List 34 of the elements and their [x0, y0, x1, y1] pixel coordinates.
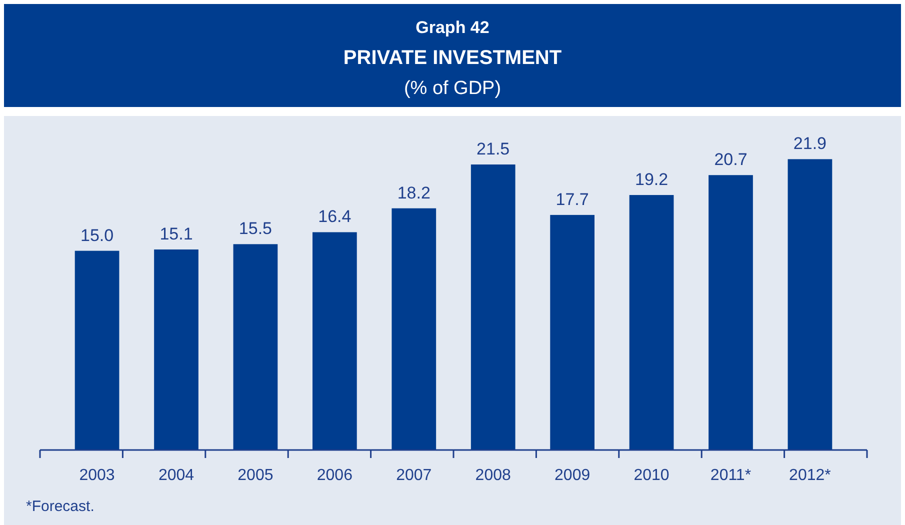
bar — [74, 250, 120, 450]
data-label: 17.7 — [556, 190, 589, 209]
bar — [708, 175, 753, 450]
data-label: 15.1 — [160, 224, 193, 244]
x-tick-label: 2009 — [554, 467, 590, 484]
bar — [392, 208, 436, 450]
x-tick-label: 2004 — [158, 467, 194, 484]
bar — [550, 214, 594, 450]
data-label: 15.5 — [238, 219, 272, 238]
y-axis-title: (% of GDP) — [404, 78, 502, 99]
data-label: 19.2 — [634, 170, 668, 190]
chart-subtitle: PRIVATE INVESTMENT — [343, 47, 562, 69]
data-label: 20.7 — [714, 150, 748, 170]
x-tick-label: 2007 — [396, 467, 432, 484]
data-label: 21.5 — [476, 139, 510, 158]
data-label: 18.2 — [397, 183, 430, 202]
bar — [470, 164, 516, 450]
bar — [312, 232, 357, 450]
bar — [233, 244, 278, 450]
x-tick-label: 2006 — [316, 467, 353, 484]
x-tick-label: 2008 — [475, 467, 512, 484]
bar — [154, 249, 198, 450]
data-label: 15.0 — [80, 226, 114, 245]
chart-title: Graph 42 — [416, 18, 490, 37]
x-tick-label: 2011* — [710, 467, 752, 484]
x-tick-label: 2005 — [238, 467, 274, 484]
bar — [788, 159, 832, 450]
text: *Forecast. — [26, 498, 94, 515]
data-label: 21.9 — [793, 134, 827, 154]
x-tick-label: 2003 — [79, 467, 115, 484]
data-label: 16.4 — [318, 207, 352, 226]
x-tick-label: 2012* — [789, 467, 831, 484]
x-tick-label: 2010 — [634, 467, 670, 484]
bar — [629, 195, 674, 450]
